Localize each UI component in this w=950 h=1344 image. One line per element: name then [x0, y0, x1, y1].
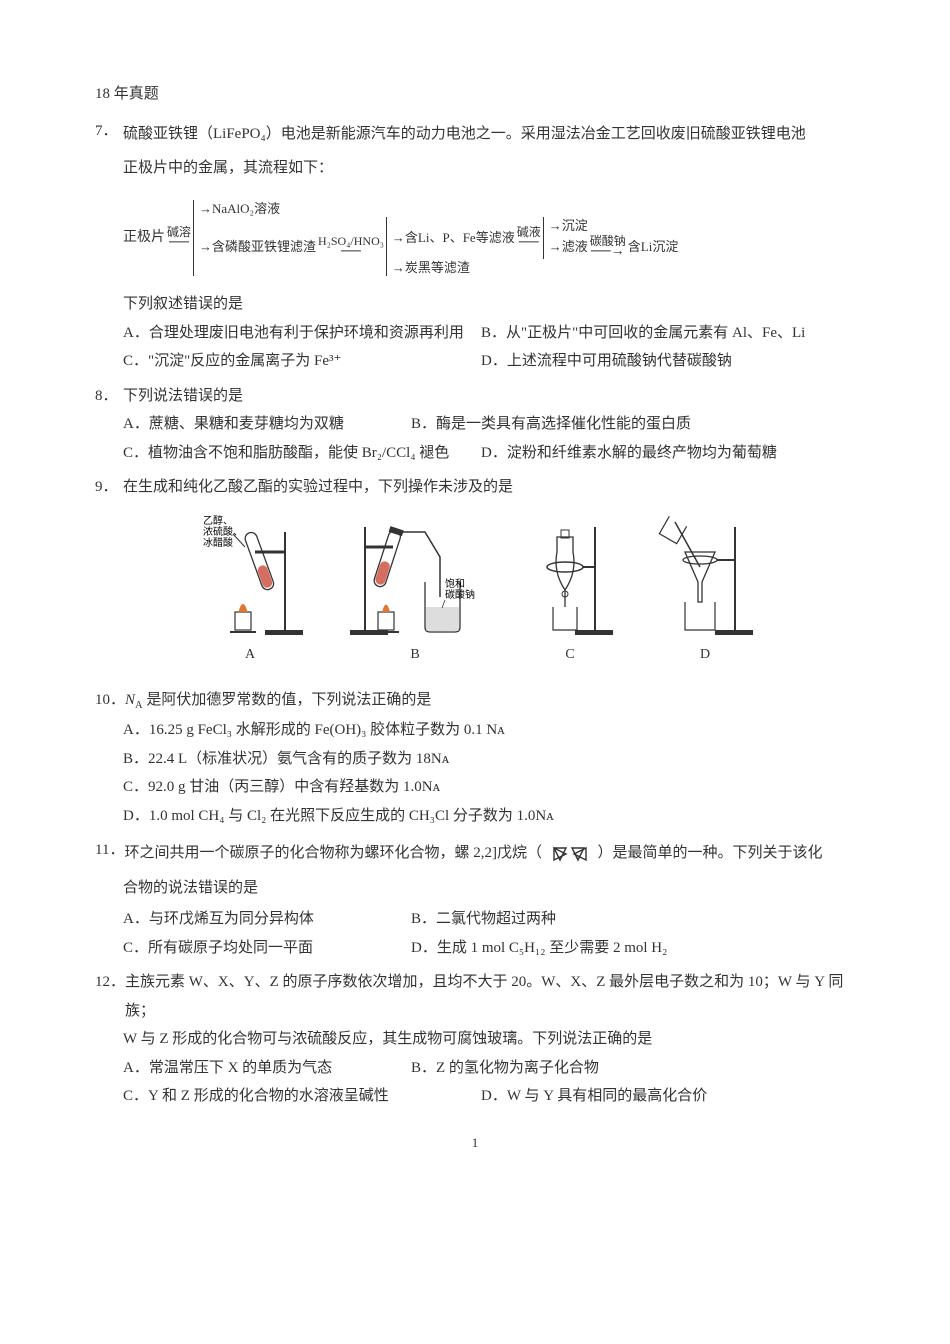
q11-stem-line2: 合物的说法错误的是	[95, 871, 855, 906]
q10-option-b: B．22.4 L（标准状况）氨气含有的质子数为 18Nᴀ	[95, 745, 855, 774]
flow-branch-2: →含Li、P、Fe等滤液 碱液 ── →沉淀 →滤液 碳酸钠 ──→	[386, 217, 678, 276]
question-8: 8． 下列说法错误的是 A．蔗糖、果糖和麦芽糖均为双糖 B．酶是一类具有高选择催…	[95, 382, 855, 468]
q7-option-b: B．从"正极片"中可回收的金属元素有 Al、Fe、Li	[481, 319, 831, 348]
q8-option-c: C．植物油含不饱和脂肪酸酯，能使 Br₂/CCl₄ 褪色	[123, 439, 473, 468]
flow-arrow-1: 碱溶 ──	[167, 226, 191, 250]
q8-option-a: A．蔗糖、果糖和麦芽糖均为双糖	[123, 410, 403, 439]
q7-prompt: 下列叙述错误的是	[95, 290, 855, 319]
q7-option-c: C．"沉淀"反应的金属离子为 Fe³⁺	[123, 347, 473, 376]
flow-arrow-3: 碱液 ──	[517, 226, 541, 250]
flow-branch-1: →NaAlO₂溶液 →含磷酸亚铁锂滤渣 H₂SO₄/HNO₃ ── →含Li、P…	[193, 200, 678, 277]
q11-number: 11．	[95, 836, 124, 871]
q10-option-a: A．16.25 g FeCl₃ 水解形成的 Fe(OH)₃ 胶体粒子数为 0.1…	[95, 716, 855, 745]
q9-stem: 在生成和纯化乙酸乙酯的实验过程中，下列操作未涉及的是	[123, 473, 855, 502]
q11-option-d: D．生成 1 mol C₅H₁₂ 至少需要 2 mol H₂	[411, 934, 761, 963]
q9-figure-c: C	[525, 512, 615, 669]
q7-stem-line2: 正极片中的金属，其流程如下：	[95, 151, 855, 186]
q7-stem-line1: 硫酸亚铁锂（LiFePO₄）电池是新能源汽车的动力电池之一。采用湿法冶金工艺回收…	[123, 117, 855, 152]
q10-number: 10．	[95, 686, 125, 716]
q9-label-b: B	[410, 642, 419, 669]
q11-option-b: B．二氯代物超过两种	[411, 905, 691, 934]
flow-arrow-4: 碳酸钠 ──→	[590, 235, 626, 259]
q9-figure-d: D	[655, 512, 755, 669]
q9-figure-b: 饱和 碳酸钠 B	[345, 512, 485, 669]
svg-text:浓硫酸、: 浓硫酸、	[203, 525, 243, 538]
q11-stem-line1: 环之间共用一个碳原子的化合物称为螺环化合物，螺 2,2]戊烷（ ）是最简单的一种…	[124, 836, 855, 871]
q7-option-d: D．上述流程中可用硫酸钠代替碳酸钠	[481, 347, 831, 376]
flow-node-start: 正极片	[123, 225, 165, 252]
q8-number: 8．	[95, 382, 123, 411]
past-paper-header: 18 年真题	[95, 80, 855, 109]
q8-stem: 下列说法错误的是	[123, 382, 855, 411]
q9-figure-row: 乙醇、 浓硫酸、 冰醋酸 A	[95, 512, 855, 669]
q10-stem: NA 是阿伏加德罗常数的值，下列说法正确的是	[125, 686, 855, 716]
q9-label-a: A	[245, 642, 255, 669]
q9-label-d: D	[700, 642, 710, 669]
flow-branch-3: →沉淀 →滤液 碳酸钠 ──→ 含Li沉淀	[543, 217, 679, 259]
q7-number: 7．	[95, 117, 123, 152]
svg-text:乙醇、: 乙醇、	[203, 514, 233, 527]
flow-arrow-2: H₂SO₄/HNO₃ ──	[318, 235, 384, 259]
q7-option-a: A．合理处理废旧电池有利于保护环境和资源再利用	[123, 319, 473, 348]
q10-option-c: C．92.0 g 甘油（丙三醇）中含有羟基数为 1.0Nᴀ	[95, 773, 855, 802]
q9-number: 9．	[95, 473, 123, 502]
q11-option-a: A．与环戊烯互为同分异构体	[123, 905, 403, 934]
q9-label-c: C	[565, 642, 574, 669]
question-7: 7． 硫酸亚铁锂（LiFePO₄）电池是新能源汽车的动力电池之一。采用湿法冶金工…	[95, 117, 855, 376]
q12-option-b: B．Z 的氢化物为离子化合物	[411, 1054, 691, 1083]
q12-option-c: C．Y 和 Z 形成的化合物的水溶液呈碱性	[123, 1082, 473, 1111]
page-number: 1	[95, 1131, 855, 1156]
q9-figure-a: 乙醇、 浓硫酸、 冰醋酸 A	[195, 512, 305, 669]
q12-option-d: D．W 与 Y 具有相同的最高化合价	[481, 1082, 761, 1111]
q11-option-c: C．所有碳原子均处同一平面	[123, 934, 403, 963]
question-10: 10． NA 是阿伏加德罗常数的值，下列说法正确的是 A．16.25 g FeC…	[95, 686, 855, 830]
svg-text:碳酸钠: 碳酸钠	[445, 588, 475, 601]
q12-stem-line2: W 与 Z 形成的化合物可与浓硫酸反应，其生成物可腐蚀玻璃。下列说法正确的是	[95, 1025, 855, 1054]
svg-text:冰醋酸: 冰醋酸	[203, 536, 233, 549]
question-12: 12． 主族元素 W、X、Y、Z 的原子序数依次增加，且均不大于 20。W、X、…	[95, 968, 855, 1111]
q10-option-d: D．1.0 mol CH₄ 与 Cl₂ 在光照下反应生成的 CH₃Cl 分子数为…	[95, 802, 855, 831]
q8-option-b: B．酶是一类具有高选择催化性能的蛋白质	[411, 410, 761, 439]
q12-number: 12．	[95, 968, 125, 1025]
q12-option-a: A．常温常压下 X 的单质为气态	[123, 1054, 403, 1083]
q8-option-d: D．淀粉和纤维素水解的最终产物均为葡萄糖	[481, 439, 831, 468]
spiro-icon	[550, 844, 590, 864]
svg-text:饱和: 饱和	[445, 578, 465, 590]
q12-stem-line1: 主族元素 W、X、Y、Z 的原子序数依次增加，且均不大于 20。W、X、Z 最外…	[125, 968, 855, 1025]
question-9: 9． 在生成和纯化乙酸乙酯的实验过程中，下列操作未涉及的是 乙醇、 浓硫酸、 冰…	[95, 473, 855, 668]
question-11: 11． 环之间共用一个碳原子的化合物称为螺环化合物，螺 2,2]戊烷（ ）是最简…	[95, 836, 855, 962]
q7-flowchart: 正极片 碱溶 ── →NaAlO₂溶液 →含磷酸亚铁锂滤渣 H₂SO₄/HNO₃…	[123, 200, 855, 277]
